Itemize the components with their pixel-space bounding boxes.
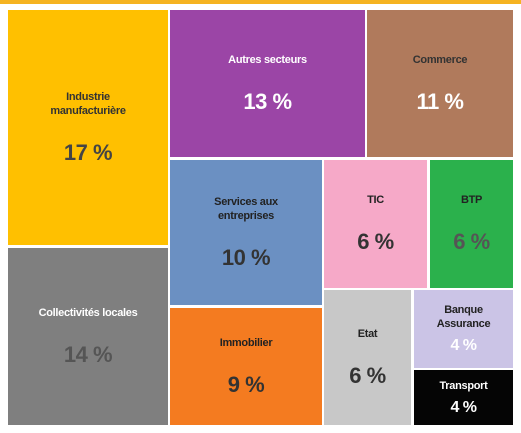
tile: Collectivités locales 14 %	[8, 248, 168, 425]
tile-label: BTP	[460, 194, 483, 206]
tile: BTP 6 %	[430, 160, 513, 288]
tile-label: TIC	[367, 194, 384, 206]
value-label: 9 %	[227, 371, 265, 397]
tile: Transport 4 %	[414, 370, 513, 425]
tile-label: Services aux entreprises	[214, 195, 278, 222]
tile: Etat 6 %	[324, 290, 411, 425]
tile: Immobilier 9 %	[170, 308, 322, 425]
tile-label: Industrie manufacturière	[50, 90, 126, 117]
value-label: 14 %	[63, 341, 113, 367]
tile: Commerce 11 %	[367, 10, 513, 157]
tile-label: Immobilier	[219, 336, 273, 349]
value-label: 6 %	[453, 229, 490, 254]
tile: Services aux entreprises 10 %	[170, 160, 322, 305]
value-label: 6 %	[357, 229, 394, 254]
value-label: 6 %	[349, 362, 386, 388]
top-strip	[0, 0, 521, 4]
tile: TIC 6 %	[324, 160, 427, 288]
tile-label: Commerce	[412, 53, 468, 66]
tile: Industrie manufacturière 17 %	[8, 10, 168, 245]
value-label: 4 %	[450, 337, 477, 354]
tile-label: Banque Assurance	[436, 304, 491, 330]
value-label: 11 %	[416, 88, 464, 114]
tile-label: Collectivités locales	[38, 306, 138, 319]
value-label: 10 %	[221, 244, 271, 270]
tile-label: Transport	[439, 379, 488, 392]
tile-label: Autres secteurs	[228, 53, 307, 66]
tile-label: Etat	[357, 327, 378, 340]
value-label: 4 %	[450, 398, 477, 416]
tile: Banque Assurance 4 %	[414, 290, 513, 368]
tile: Autres secteurs 13 %	[170, 10, 365, 157]
value-label: 13 %	[243, 88, 292, 114]
value-label: 17 %	[63, 139, 113, 165]
